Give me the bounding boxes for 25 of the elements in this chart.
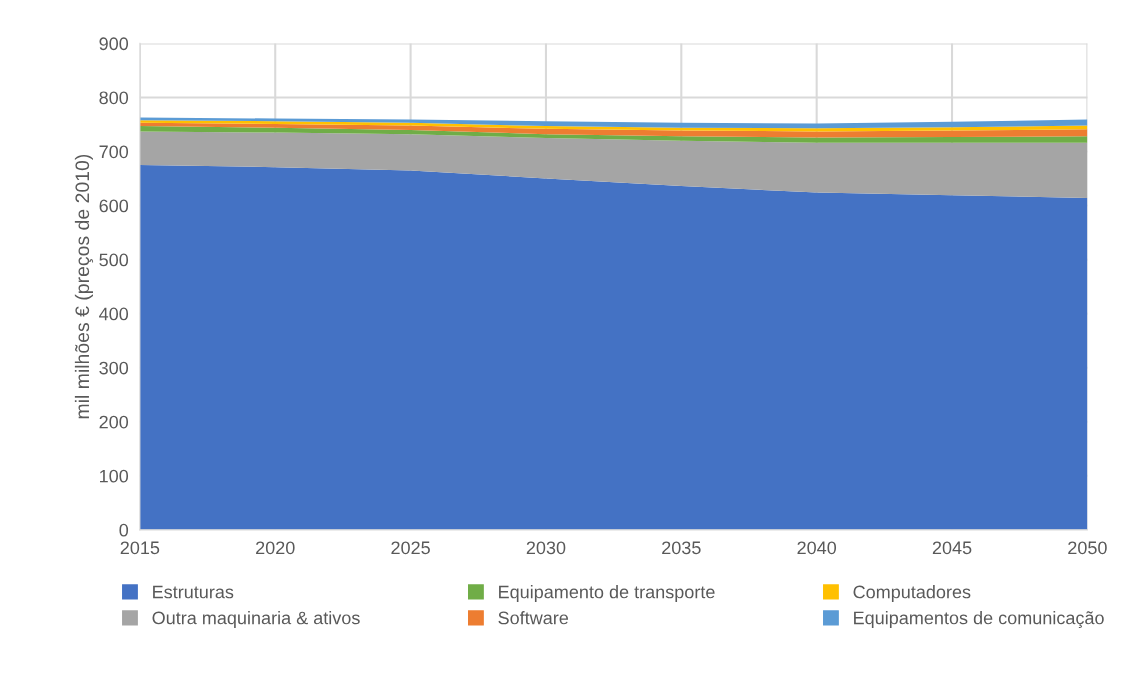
- x-tick-label: 2045: [932, 541, 972, 555]
- y-tick-label: 500: [99, 253, 129, 267]
- x-tick-label: 2040: [797, 541, 837, 555]
- legend-label: Outra maquinaria & ativos: [152, 611, 360, 628]
- y-tick-label: 800: [99, 91, 129, 105]
- y-tick-label: 400: [99, 307, 129, 321]
- x-tick-label: 2020: [256, 541, 295, 555]
- x-tick-label: 2025: [391, 541, 430, 555]
- y-tick-label: 100: [100, 469, 129, 483]
- x-tick-label: 2050: [1068, 541, 1107, 555]
- x-tick-label: 2035: [662, 541, 701, 555]
- x-tick-label: 2015: [120, 541, 160, 555]
- x-tick-label: 2030: [526, 541, 566, 555]
- y-tick-label: 300: [99, 361, 129, 375]
- legend-label: Computadores: [853, 585, 971, 602]
- legend-label: Estruturas: [153, 585, 234, 599]
- y-tick-label: 900: [99, 37, 129, 51]
- y-tick-label: 200: [99, 415, 129, 429]
- y-axis-title: mil milhões € (preços de 2010): [74, 154, 94, 419]
- y-tick-label: 0: [119, 523, 129, 537]
- y-tick-label: 600: [99, 199, 129, 213]
- legend-label: Equipamento de transporte: [499, 585, 715, 602]
- legend-label: Equipamentos de comunicação: [854, 611, 1104, 628]
- y-tick-label: 700: [99, 145, 129, 159]
- legend-label: Software: [498, 611, 569, 625]
